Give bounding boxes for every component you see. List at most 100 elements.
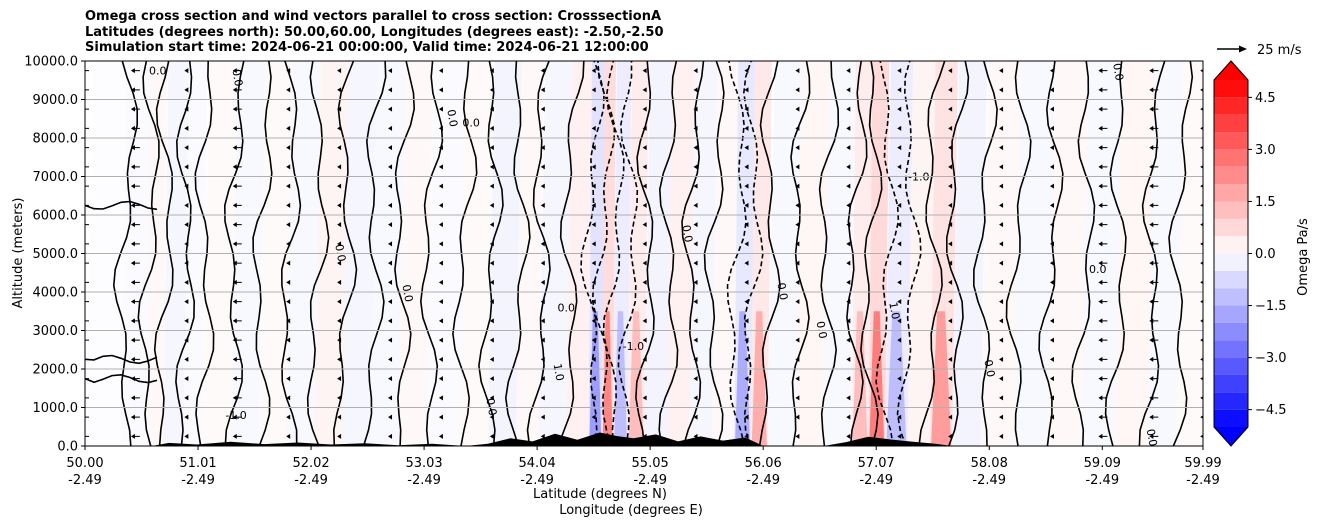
wind-arrowhead — [1098, 87, 1103, 93]
wind-arrowhead — [1200, 299, 1203, 304]
wind-arrowhead — [744, 299, 749, 305]
wind-arrowhead — [591, 106, 596, 112]
wind-arrowhead — [388, 337, 393, 343]
wind-arrowhead — [80, 222, 84, 227]
wind-arrowhead — [388, 241, 393, 247]
wind-arrowhead — [130, 106, 135, 112]
wind-arrowhead — [897, 356, 902, 362]
wind-arrowhead — [591, 376, 596, 382]
wind-arrowhead — [846, 106, 851, 112]
wind-arrowhead — [693, 164, 698, 170]
colorbar-frame — [1213, 60, 1249, 447]
colorbar-segment — [1214, 218, 1248, 237]
wind-arrowhead — [388, 318, 393, 324]
omega-core — [734, 311, 751, 446]
wind-arrowhead — [591, 337, 596, 343]
wind-arrowhead — [693, 183, 698, 189]
wind-arrowhead — [184, 318, 189, 324]
wind-arrowhead — [438, 356, 443, 362]
wind-arrowhead — [1098, 376, 1103, 382]
wind-arrowhead — [337, 68, 342, 74]
wind-arrowhead — [540, 279, 545, 285]
wind-arrowhead — [337, 376, 342, 382]
contour-label: 0.0 — [483, 397, 499, 416]
wind-arrowhead — [744, 260, 749, 266]
wind-arrowhead — [1098, 241, 1103, 247]
contour-label: 0.0 — [1110, 62, 1126, 81]
wind-arrowhead — [184, 145, 189, 151]
wind-arrowhead — [1098, 164, 1103, 170]
wind-arrowhead — [795, 356, 800, 362]
colorbar-tick-label: −3.0 — [1255, 351, 1287, 366]
colorbar-segment — [1214, 270, 1248, 289]
wind-arrowhead — [897, 299, 902, 305]
wind-arrowhead — [184, 106, 189, 112]
wind-arrowhead — [1049, 183, 1054, 189]
wind-arrowhead — [795, 376, 800, 382]
wind-arrowhead — [1049, 318, 1054, 324]
wind-arrowhead — [999, 125, 1004, 131]
x-tick-label-lon: -2.49 — [181, 473, 215, 488]
colorbar-segment — [1214, 149, 1248, 167]
contour-line — [591, 61, 616, 446]
wind-arrowhead — [1149, 125, 1154, 131]
contour-label: 0.0 — [679, 224, 695, 243]
wind-arrowhead — [184, 125, 189, 131]
wind-arrowhead — [1098, 433, 1103, 439]
wind-arrowhead — [540, 376, 545, 382]
wind-arrowhead — [642, 260, 647, 266]
wind-arrowhead — [184, 414, 189, 420]
wind-arrowhead — [744, 356, 749, 362]
contour-label: 1.0 — [886, 301, 902, 320]
wind-arrowhead — [948, 87, 953, 93]
wind-arrowhead — [438, 222, 443, 228]
wind-arrowhead — [1149, 222, 1154, 228]
wind-arrowhead — [438, 376, 443, 382]
wind-arrowhead — [1098, 202, 1103, 208]
x-tick-label-lon: -2.49 — [972, 473, 1006, 488]
wind-arrowhead — [286, 241, 291, 247]
wind-arrowhead — [948, 318, 953, 324]
wind-arrowhead — [80, 318, 84, 323]
wind-arrowhead — [388, 106, 393, 112]
x-axis-label-lat: Latitude (degrees N) — [533, 487, 667, 502]
wind-arrowhead — [846, 433, 851, 439]
wind-arrowhead — [846, 395, 851, 401]
colorbar-segment — [1214, 322, 1248, 341]
wind-arrowhead — [232, 125, 237, 131]
wind-arrowhead — [80, 376, 84, 381]
wind-arrowhead — [1049, 433, 1054, 439]
wind-arrowhead — [130, 125, 135, 131]
wind-arrowhead — [1200, 184, 1203, 188]
wind-arrowhead — [489, 318, 494, 324]
wind-arrowhead — [1098, 414, 1103, 420]
wind-arrowhead — [999, 183, 1004, 189]
wind-arrowhead — [642, 356, 647, 362]
wind-arrowhead — [1098, 260, 1103, 266]
wind-arrowhead — [693, 222, 698, 228]
wind-arrowhead — [795, 414, 800, 420]
wind-arrowhead — [1200, 165, 1203, 169]
wind-arrowhead — [1098, 299, 1103, 305]
wind-arrowhead — [232, 145, 237, 151]
wind-arrowhead — [948, 106, 953, 112]
wind-arrowhead — [438, 299, 443, 305]
wind-arrowhead — [337, 145, 342, 151]
colorbar-label: Omega Pa/s — [1296, 218, 1311, 296]
wind-arrowhead — [1049, 164, 1054, 170]
omega-core — [602, 311, 613, 446]
wind-arrowhead — [1149, 202, 1154, 208]
wind-arrowhead — [489, 87, 494, 93]
wind-arrowhead — [438, 260, 443, 266]
wind-arrowhead — [948, 241, 953, 247]
wind-arrowhead — [693, 125, 698, 131]
wind-arrowhead — [438, 279, 443, 285]
colorbar-segment — [1214, 357, 1248, 375]
wind-arrowhead — [999, 145, 1004, 151]
terrain-silhouette — [85, 432, 1203, 446]
wind-arrowhead — [489, 376, 494, 382]
wind-arrowhead — [948, 222, 953, 228]
wind-arrowhead — [693, 414, 698, 420]
wind-arrowhead — [438, 337, 443, 343]
wind-arrowhead — [540, 145, 545, 151]
